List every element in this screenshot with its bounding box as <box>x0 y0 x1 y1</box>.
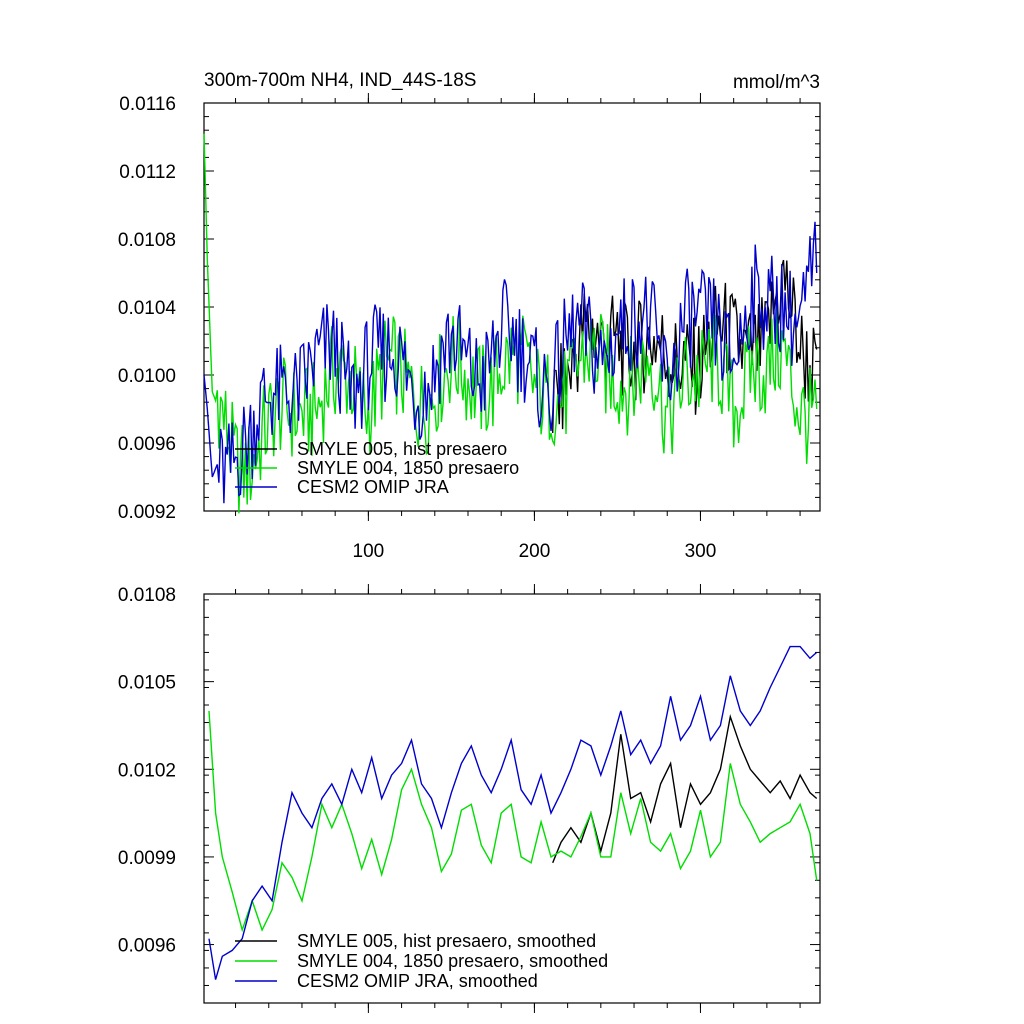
bottom-panel: 0.0096 0.0099 0.0102 0.0105 0.0108 SMYLE 005,… <box>118 584 821 1013</box>
x-tick-label: 300 <box>685 541 717 562</box>
series-line-2 <box>208 645 818 980</box>
legend-label: SMYLE 004, 1850 presaero <box>297 458 519 478</box>
y-tick-label: 0.0116 <box>119 94 176 115</box>
x-tick-label: 200 <box>519 541 551 562</box>
top-panel: 0.0092 0.0096 0.0100 0.0104 0.0108 0.0112 0.01… <box>118 93 821 562</box>
y-tick-label: 0.0104 <box>118 298 177 319</box>
y-tick-label: 0.0108 <box>118 585 176 606</box>
y-tick-label: 0.0100 <box>118 366 176 387</box>
y-tick-label: 0.0105 <box>118 673 176 694</box>
y-tick-label: 0.0096 <box>118 936 176 957</box>
legend-label: CESM2 OMIP JRA <box>297 477 449 497</box>
y-tick-label: 0.0099 <box>118 848 176 869</box>
y-tick-label: 0.0108 <box>118 230 176 251</box>
legend-label: SMYLE 004, 1850 presaero, smoothed <box>297 951 608 971</box>
units-label: mmol/m^3 <box>733 72 820 93</box>
x-tick-label: 100 <box>353 541 385 562</box>
y-tick-label: 0.0096 <box>118 434 176 455</box>
series-line-1 <box>208 710 818 933</box>
y-tick-label: 0.0092 <box>118 502 176 523</box>
chart-title: 300m-700m NH4, IND_44S-18S <box>204 70 476 91</box>
y-tick-label: 0.0102 <box>118 760 176 781</box>
legend-label: SMYLE 005, hist presaero <box>297 439 507 459</box>
series-line-0 <box>552 713 818 864</box>
series-line-2 <box>203 221 818 504</box>
plot-frame <box>203 593 821 1004</box>
legend-label: CESM2 OMIP JRA, smoothed <box>297 971 538 991</box>
legend-label: SMYLE 005, hist presaero, smoothed <box>297 931 596 951</box>
y-tick-label: 0.0112 <box>119 162 176 183</box>
